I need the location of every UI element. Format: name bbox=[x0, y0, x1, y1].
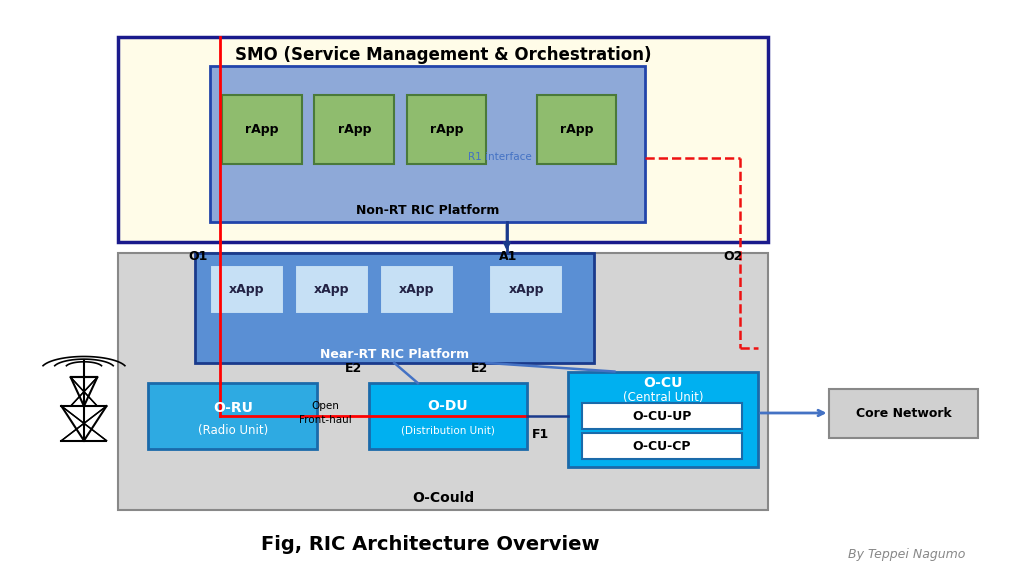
Text: E2: E2 bbox=[345, 362, 361, 375]
Text: O2: O2 bbox=[724, 250, 742, 263]
Text: O1: O1 bbox=[188, 250, 207, 263]
Text: xApp: xApp bbox=[314, 283, 349, 296]
FancyBboxPatch shape bbox=[210, 66, 645, 222]
Text: O-RU: O-RU bbox=[213, 401, 253, 415]
FancyBboxPatch shape bbox=[118, 37, 768, 242]
Text: By Teppei Nagumo: By Teppei Nagumo bbox=[848, 548, 965, 560]
Text: xApp: xApp bbox=[229, 283, 264, 296]
Text: rApp: rApp bbox=[338, 123, 371, 136]
Text: (Radio Unit): (Radio Unit) bbox=[198, 425, 268, 437]
Text: R1 interface: R1 interface bbox=[468, 151, 531, 162]
Text: (Distribution Unit): (Distribution Unit) bbox=[401, 426, 495, 435]
FancyBboxPatch shape bbox=[582, 433, 742, 459]
FancyBboxPatch shape bbox=[407, 95, 486, 164]
Text: F1: F1 bbox=[532, 429, 549, 441]
FancyBboxPatch shape bbox=[222, 95, 302, 164]
Text: O-CU: O-CU bbox=[643, 376, 683, 390]
Text: O-DU: O-DU bbox=[428, 399, 468, 413]
FancyBboxPatch shape bbox=[380, 265, 454, 314]
FancyBboxPatch shape bbox=[210, 265, 284, 314]
FancyBboxPatch shape bbox=[829, 389, 978, 438]
FancyBboxPatch shape bbox=[369, 383, 527, 449]
Text: Non-RT RIC Platform: Non-RT RIC Platform bbox=[356, 204, 500, 217]
FancyBboxPatch shape bbox=[295, 265, 369, 314]
Text: Core Network: Core Network bbox=[856, 407, 951, 420]
FancyBboxPatch shape bbox=[582, 403, 742, 429]
Text: O-Could: O-Could bbox=[413, 491, 474, 505]
FancyBboxPatch shape bbox=[118, 253, 768, 510]
Text: Front-haul: Front-haul bbox=[299, 415, 352, 426]
FancyBboxPatch shape bbox=[314, 95, 394, 164]
Text: (Central Unit): (Central Unit) bbox=[623, 391, 703, 404]
Text: xApp: xApp bbox=[399, 283, 434, 296]
FancyBboxPatch shape bbox=[489, 265, 563, 314]
Text: xApp: xApp bbox=[509, 283, 544, 296]
Text: O-CU-CP: O-CU-CP bbox=[633, 439, 691, 453]
Text: rApp: rApp bbox=[560, 123, 593, 136]
FancyBboxPatch shape bbox=[568, 372, 758, 467]
Text: Near-RT RIC Platform: Near-RT RIC Platform bbox=[319, 348, 469, 361]
Text: Fig, RIC Architecture Overview: Fig, RIC Architecture Overview bbox=[261, 535, 599, 554]
Text: Open: Open bbox=[311, 400, 340, 411]
FancyBboxPatch shape bbox=[195, 253, 594, 363]
Text: E2: E2 bbox=[471, 362, 487, 375]
Text: rApp: rApp bbox=[430, 123, 463, 136]
Text: SMO (Service Management & Orchestration): SMO (Service Management & Orchestration) bbox=[236, 46, 651, 64]
Text: rApp: rApp bbox=[246, 123, 279, 136]
Text: O-CU-UP: O-CU-UP bbox=[633, 410, 691, 423]
Text: A1: A1 bbox=[499, 250, 517, 263]
FancyBboxPatch shape bbox=[537, 95, 616, 164]
FancyBboxPatch shape bbox=[148, 383, 317, 449]
